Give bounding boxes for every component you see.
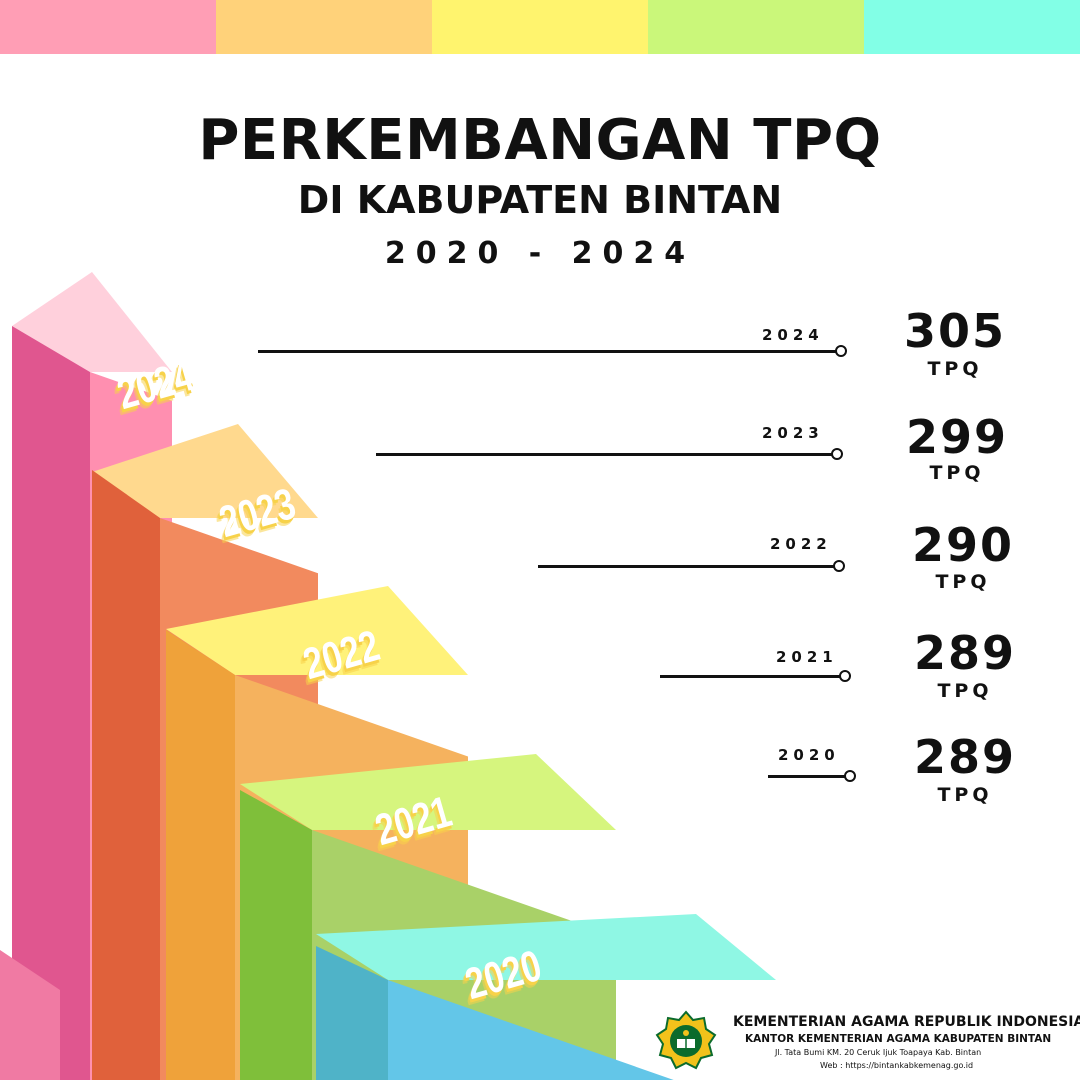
data-value-label: 289 (913, 730, 1017, 784)
value-leader-line (376, 453, 832, 456)
row-year-label: 2021 (776, 648, 838, 666)
footer-ministry-name: KEMENTERIAN AGAMA REPUBLIK INDONESIA (733, 1014, 1080, 1030)
row-year-label: 2020 (778, 746, 840, 764)
top-bar-segment (0, 0, 216, 54)
floor-shade (0, 950, 60, 1080)
leader-end-dot (831, 448, 843, 460)
data-value-label: 305 (903, 304, 1007, 358)
step-side-face (316, 946, 388, 1080)
row-year-label: 2024 (762, 326, 824, 344)
step-side-face (12, 326, 90, 1080)
footer-address: Jl. Tata Bumi KM. 20 Ceruk Ijuk Toapaya … (775, 1048, 982, 1057)
value-leader-line (660, 675, 840, 678)
value-leader-line (768, 775, 845, 778)
step-top-face (240, 754, 616, 830)
chart-subtitle: DI KABUPATEN BINTAN (297, 178, 783, 222)
step-top-face (316, 914, 776, 980)
row-year-label: 2022 (770, 535, 832, 553)
data-unit-label: TPQ (927, 358, 983, 380)
leader-end-dot (833, 560, 845, 572)
step-side-face (166, 630, 235, 1080)
step-side-face (92, 470, 160, 1080)
step-top-face (92, 424, 318, 518)
data-value-label: 299 (905, 410, 1009, 464)
chart-title: PERKEMBANGAN TPQ (198, 108, 882, 173)
data-unit-label: TPQ (937, 784, 993, 806)
top-bar-segment (648, 0, 864, 54)
kemenag-emblem-icon (655, 1010, 717, 1070)
data-unit-label: TPQ (929, 462, 985, 484)
chart-period: 2020 - 2024 (384, 236, 696, 271)
step-top-face (12, 272, 172, 372)
footer-office-name: KANTOR KEMENTERIAN AGAMA KABUPATEN BINTA… (745, 1033, 1052, 1045)
data-value-label: 289 (913, 626, 1017, 680)
row-year-label: 2023 (762, 424, 824, 442)
top-bar-segment (864, 0, 1080, 54)
top-bar-segment (216, 0, 432, 54)
color-top-bar (0, 0, 1080, 54)
leader-end-dot (839, 670, 851, 682)
data-unit-label: TPQ (935, 571, 991, 593)
step-top-face (166, 586, 468, 675)
value-leader-line (258, 350, 836, 353)
step-side-face (240, 790, 312, 1080)
step-front-face (388, 980, 776, 1080)
value-leader-line (538, 565, 834, 568)
footer-website: Web : https://bintankabkemenag.go.id (820, 1061, 974, 1070)
footer: KEMENTERIAN AGAMA REPUBLIK INDONESIA KAN… (655, 1010, 1080, 1080)
leader-end-dot (835, 345, 847, 357)
leader-end-dot (844, 770, 856, 782)
data-unit-label: TPQ (937, 680, 993, 702)
top-bar-segment (432, 0, 648, 54)
data-value-label: 290 (911, 518, 1015, 572)
